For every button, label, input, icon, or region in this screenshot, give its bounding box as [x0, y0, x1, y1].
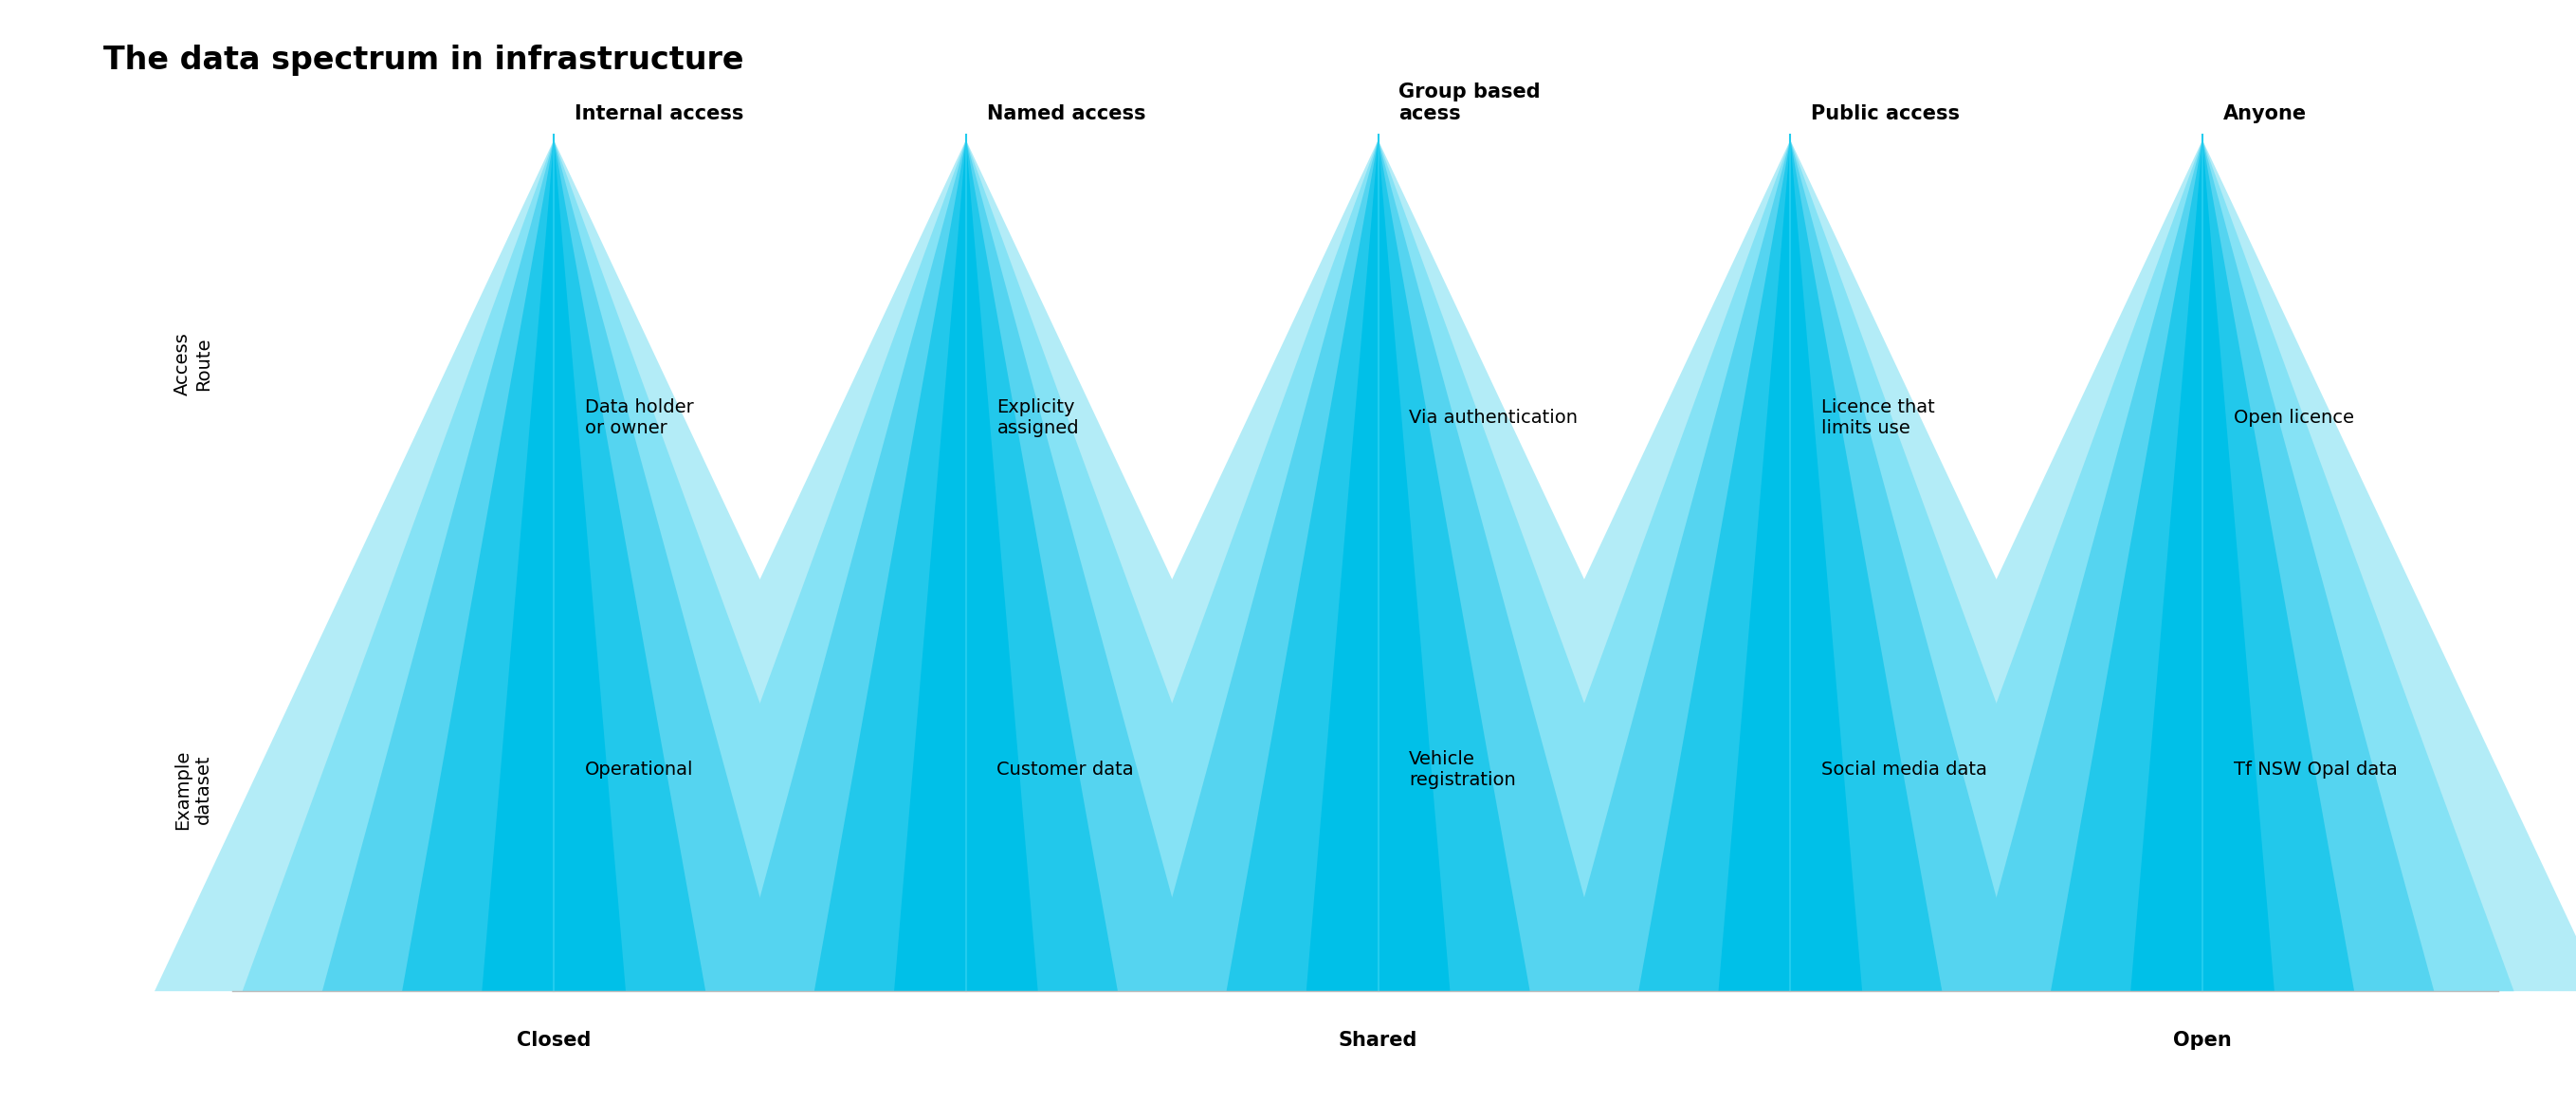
Text: Via authentication: Via authentication [1409, 409, 1579, 427]
Polygon shape [482, 140, 626, 991]
Text: Example
dataset: Example dataset [173, 749, 214, 830]
Text: The data spectrum in infrastructure: The data spectrum in infrastructure [103, 45, 744, 76]
Polygon shape [1718, 140, 1862, 991]
Text: Open licence: Open licence [2233, 409, 2354, 427]
Polygon shape [1891, 140, 2514, 991]
Text: Customer data: Customer data [997, 760, 1133, 778]
Text: Open: Open [2174, 1030, 2231, 1049]
Polygon shape [2130, 140, 2275, 991]
Polygon shape [2050, 140, 2354, 991]
Text: Public access: Public access [1811, 104, 1960, 123]
Polygon shape [322, 140, 786, 991]
Text: Vehicle
registration: Vehicle registration [1409, 750, 1515, 788]
Polygon shape [402, 140, 706, 991]
Text: Named access: Named access [987, 104, 1146, 123]
Polygon shape [814, 140, 1118, 991]
Text: Explicity
assigned: Explicity assigned [997, 399, 1079, 437]
Polygon shape [1306, 140, 1450, 991]
Text: Group based
acess: Group based acess [1399, 82, 1540, 123]
Polygon shape [1558, 140, 2022, 991]
Polygon shape [567, 140, 1365, 991]
Text: Tf NSW Opal data: Tf NSW Opal data [2233, 760, 2398, 778]
Polygon shape [979, 140, 1777, 991]
Polygon shape [242, 140, 866, 991]
Text: Licence that
limits use: Licence that limits use [1821, 399, 1935, 437]
Polygon shape [1971, 140, 2434, 991]
Text: Access
Route: Access Route [173, 333, 214, 395]
Polygon shape [1146, 140, 1610, 991]
Text: Closed: Closed [518, 1030, 590, 1049]
Text: Anyone: Anyone [2223, 104, 2306, 123]
Polygon shape [1638, 140, 1942, 991]
Polygon shape [1479, 140, 2102, 991]
Polygon shape [1391, 140, 2190, 991]
Text: Operational: Operational [585, 760, 693, 778]
Polygon shape [734, 140, 1198, 991]
Polygon shape [654, 140, 1278, 991]
Text: Internal access: Internal access [574, 104, 744, 123]
Text: Shared: Shared [1340, 1030, 1417, 1049]
Polygon shape [1226, 140, 1530, 991]
Polygon shape [1066, 140, 1690, 991]
Polygon shape [155, 140, 953, 991]
Text: Social media data: Social media data [1821, 760, 1986, 778]
Polygon shape [894, 140, 1038, 991]
Text: Data holder
or owner: Data holder or owner [585, 399, 693, 437]
Polygon shape [1803, 140, 2576, 991]
